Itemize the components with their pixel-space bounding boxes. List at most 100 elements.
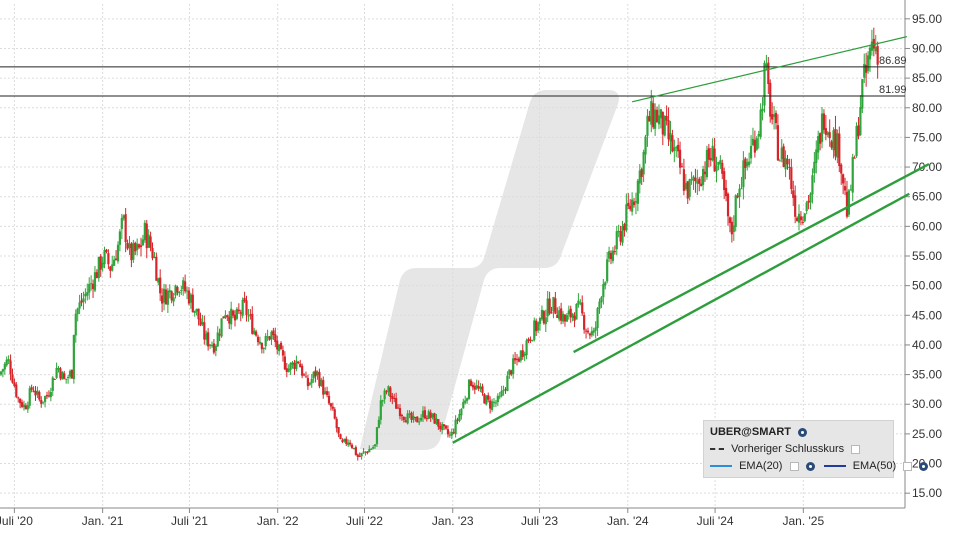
candle-body <box>270 331 273 340</box>
candle-body <box>644 136 647 155</box>
candle-body <box>444 425 448 429</box>
candle-body <box>304 376 308 378</box>
candle-body <box>350 444 354 448</box>
candle-body <box>228 316 231 324</box>
checkbox-icon[interactable] <box>851 444 861 454</box>
candle-body <box>372 447 375 449</box>
candle-body <box>324 391 327 394</box>
candle-body <box>788 166 791 168</box>
candle-body <box>32 390 35 392</box>
candle-body <box>450 431 453 436</box>
candle-body <box>782 146 785 167</box>
candle-body <box>615 231 618 250</box>
candle-body <box>381 400 384 402</box>
legend-panel: UBER@SMART Vorheriger Schlusskurs EMA(20… <box>703 420 929 478</box>
y-tick-label: 80.00 <box>912 101 942 115</box>
candle-body <box>583 315 586 330</box>
candle-body <box>45 395 49 397</box>
candle-body <box>510 370 513 375</box>
candle-body <box>387 386 390 392</box>
candle-body <box>393 397 396 399</box>
candle-body <box>634 201 638 203</box>
candle-body <box>774 112 778 124</box>
candle-body <box>208 344 212 346</box>
candle-body <box>819 133 822 144</box>
candle-body <box>293 362 296 369</box>
candle-body <box>255 331 258 336</box>
candle-body <box>757 134 760 137</box>
candle-body <box>529 339 532 341</box>
candle-body <box>42 401 45 403</box>
candle-body <box>677 144 680 152</box>
candle-body <box>149 236 152 249</box>
candle-body <box>207 332 210 347</box>
support-trendline <box>573 163 930 354</box>
candle-body <box>301 365 304 376</box>
candle-body <box>443 424 446 427</box>
candle-body <box>159 277 162 294</box>
checkbox-icon[interactable] <box>789 461 799 471</box>
candle-body <box>665 115 668 121</box>
candle-body <box>521 350 524 357</box>
checkbox-icon[interactable] <box>903 461 913 471</box>
candle-body <box>335 418 338 429</box>
candle-body <box>222 316 225 319</box>
candle-body <box>201 321 204 325</box>
y-tick-label: 25.00 <box>912 427 942 441</box>
candle-body <box>753 140 756 153</box>
candle-body <box>565 315 568 322</box>
candle-body <box>193 310 196 313</box>
candle-body <box>7 359 10 361</box>
candle-body <box>161 295 164 304</box>
eye-icon[interactable] <box>805 461 815 471</box>
candle-body <box>611 250 615 261</box>
candle-body <box>462 401 465 409</box>
candle-body <box>88 283 91 293</box>
candle-body <box>680 166 684 168</box>
candle-body <box>241 300 244 316</box>
candle-body <box>746 162 749 167</box>
eye-icon[interactable] <box>919 461 929 471</box>
candle-body <box>178 291 181 294</box>
legend-prev-close: Vorheriger Schlusskurs <box>731 443 845 455</box>
candle-body <box>253 330 256 335</box>
candle-body <box>485 395 488 405</box>
candle-body <box>632 201 636 206</box>
candle-body <box>588 333 592 336</box>
candle-body <box>406 413 409 424</box>
candle-body <box>423 410 427 419</box>
candle-body <box>306 378 310 387</box>
candle-body <box>811 175 814 195</box>
candle-body <box>669 133 672 142</box>
candle-body <box>625 204 628 231</box>
candle-body <box>776 125 780 161</box>
candle-body <box>122 215 125 219</box>
candle-body <box>235 308 239 319</box>
candle-body <box>573 315 576 321</box>
candle-body <box>715 165 718 172</box>
candle-body <box>59 368 62 379</box>
candle-body <box>256 336 260 343</box>
candle-body <box>728 217 732 223</box>
candle-body <box>592 330 595 333</box>
candle-body <box>38 392 41 400</box>
candle-body <box>441 424 444 431</box>
candle-body <box>579 302 582 304</box>
y-tick-label: 55.00 <box>912 249 942 263</box>
candle-body <box>318 372 321 387</box>
x-tick-label: Jan. '22 <box>257 514 299 528</box>
eye-icon[interactable] <box>798 427 808 437</box>
candle-body <box>446 429 450 435</box>
candle-body <box>546 298 549 317</box>
candle-body <box>561 313 565 322</box>
candle-body <box>210 345 214 347</box>
candle-body <box>91 283 95 289</box>
candle-body <box>861 79 864 109</box>
candle-body <box>604 282 607 286</box>
candle-body <box>67 377 70 379</box>
candle-body <box>260 342 263 350</box>
candle-body <box>109 266 112 271</box>
candle-body <box>358 455 361 457</box>
candle-body <box>197 308 200 320</box>
candle-body <box>767 62 770 84</box>
